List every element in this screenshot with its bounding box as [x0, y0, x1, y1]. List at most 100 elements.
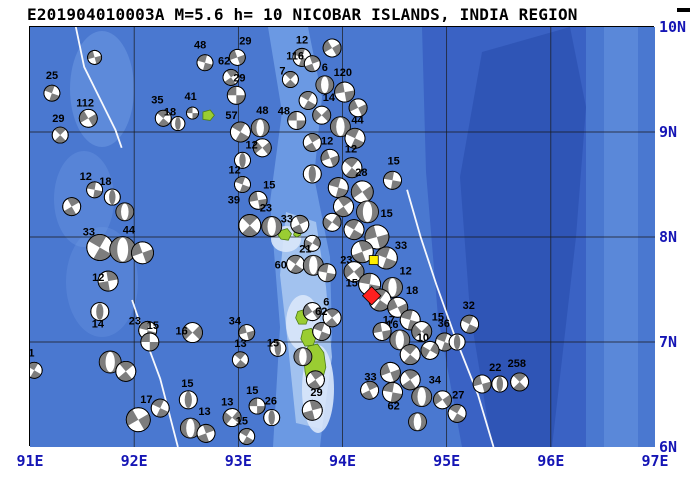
- focal-mechanism: 15: [178, 377, 198, 409]
- beachball-icon: [229, 121, 251, 142]
- focal-mechanism: [374, 246, 398, 269]
- beachball-icon: [490, 375, 508, 392]
- beachball-icon: [410, 320, 432, 342]
- depth-label: 44: [122, 224, 135, 236]
- beachball-icon: [248, 397, 266, 415]
- focal-mechanism: 15: [410, 311, 443, 342]
- focal-mechanism: 12: [92, 270, 119, 292]
- focal-mechanism: [490, 375, 508, 392]
- plate-boundary-nw: [74, 26, 123, 148]
- depth-label: 23: [259, 202, 271, 214]
- beachball-icon: [89, 301, 109, 321]
- lon-tick-label: 94E: [328, 452, 357, 470]
- depth-label: 15: [345, 277, 357, 289]
- depth-label: 7: [279, 65, 285, 77]
- lon-tick-label: 95E: [433, 452, 461, 470]
- focal-mechanism: [448, 333, 466, 350]
- depth-label: 258: [507, 357, 525, 369]
- depth-label: 29: [233, 72, 245, 84]
- focal-mechanism: [302, 164, 322, 183]
- depth-label: 23: [128, 315, 140, 327]
- beachball-icon: [97, 270, 119, 292]
- beachball-icon: [381, 381, 403, 403]
- focal-mechanism: 29: [226, 72, 246, 105]
- depth-label: 13: [221, 396, 233, 408]
- bathymetry-shape: [53, 150, 114, 247]
- beachball-icon: [344, 127, 365, 149]
- beachball-icon: [222, 68, 239, 86]
- beachball-icon: [374, 246, 398, 269]
- beachball-icon: [343, 218, 364, 240]
- depth-label: 13: [198, 406, 210, 418]
- beachball-icon: [139, 332, 159, 351]
- focal-mechanism: [114, 201, 134, 221]
- depth-label: 15: [263, 179, 275, 191]
- depth-label: 17: [140, 394, 152, 406]
- focal-mechanism: [372, 321, 392, 341]
- lon-tick-label: 92E: [120, 452, 148, 470]
- depth-label: 116: [286, 50, 304, 62]
- beachball-icon: [114, 360, 136, 382]
- beachball-icon: [303, 234, 321, 252]
- depth-label: 12: [399, 265, 411, 277]
- depth-label: 29: [239, 35, 251, 47]
- beachball-icon: [228, 48, 246, 66]
- focal-mechanism: [407, 411, 427, 431]
- depth-label: 10: [416, 331, 428, 343]
- beachball-icon: [262, 408, 280, 426]
- depth-label: 13: [234, 337, 246, 349]
- focal-mechanism: [311, 321, 331, 341]
- focal-mechanism: 120: [333, 67, 355, 103]
- focal-mechanism: 17: [140, 394, 170, 418]
- island-camorta: [276, 227, 292, 241]
- focal-mechanism: [292, 346, 312, 366]
- beachball-icon: [98, 350, 122, 373]
- focal-mechanism: 13: [221, 396, 242, 427]
- focal-mechanism: 13: [179, 406, 210, 439]
- beachball-icon: [178, 389, 198, 409]
- focal-mechanism: 44: [329, 114, 364, 137]
- focal-mechanism: 6: [314, 61, 334, 94]
- focal-mechanism: 14: [311, 92, 335, 125]
- depth-label: 15: [266, 337, 278, 349]
- beachball-icon: [268, 339, 286, 357]
- focal-mechanism: 60: [274, 254, 305, 274]
- depth-label: 62: [315, 305, 327, 317]
- focal-mechanism: 48: [194, 39, 213, 71]
- depth-label: 33: [394, 240, 406, 252]
- depth-label: 15: [246, 385, 258, 397]
- focal-mechanism: 57: [225, 110, 251, 142]
- depth-label: 29: [52, 113, 64, 125]
- beachball-icon: [305, 369, 325, 389]
- focal-mechanism: [322, 212, 342, 232]
- beachball-icon: [179, 417, 201, 439]
- beachball-icon: [298, 90, 318, 110]
- focal-mechanism: 33: [82, 226, 113, 261]
- depth-label: 39: [227, 194, 239, 206]
- focal-mechanism: [316, 262, 336, 282]
- depth-label: 18: [99, 176, 111, 188]
- beachball-icon: [42, 84, 60, 102]
- depth-label: 34: [228, 315, 241, 327]
- focal-mechanism: 23: [259, 202, 282, 237]
- depth-label: 15: [387, 155, 399, 167]
- focal-mechanism: 33: [280, 213, 309, 234]
- beachball-icon: [322, 307, 342, 327]
- beachball-icon: [86, 49, 102, 65]
- depth-label: 48: [277, 105, 289, 117]
- depth-label: 44: [351, 114, 364, 126]
- beachball-icon: [350, 179, 374, 203]
- beachball-icon: [407, 411, 427, 431]
- beachball-icon: [459, 314, 479, 334]
- beachball-icon: [359, 380, 379, 400]
- beachball-icon: [29, 361, 43, 379]
- beachball-icon: [103, 188, 121, 206]
- focal-mechanism: 112: [76, 97, 98, 128]
- depth-label: 48: [256, 104, 268, 116]
- beachball-icon: [85, 180, 103, 198]
- depth-label: 15: [380, 207, 392, 219]
- focal-mechanism: [302, 132, 322, 152]
- beachball-icon: [231, 350, 249, 368]
- beachball-icon: [260, 215, 282, 237]
- depth-label: 62: [218, 55, 230, 67]
